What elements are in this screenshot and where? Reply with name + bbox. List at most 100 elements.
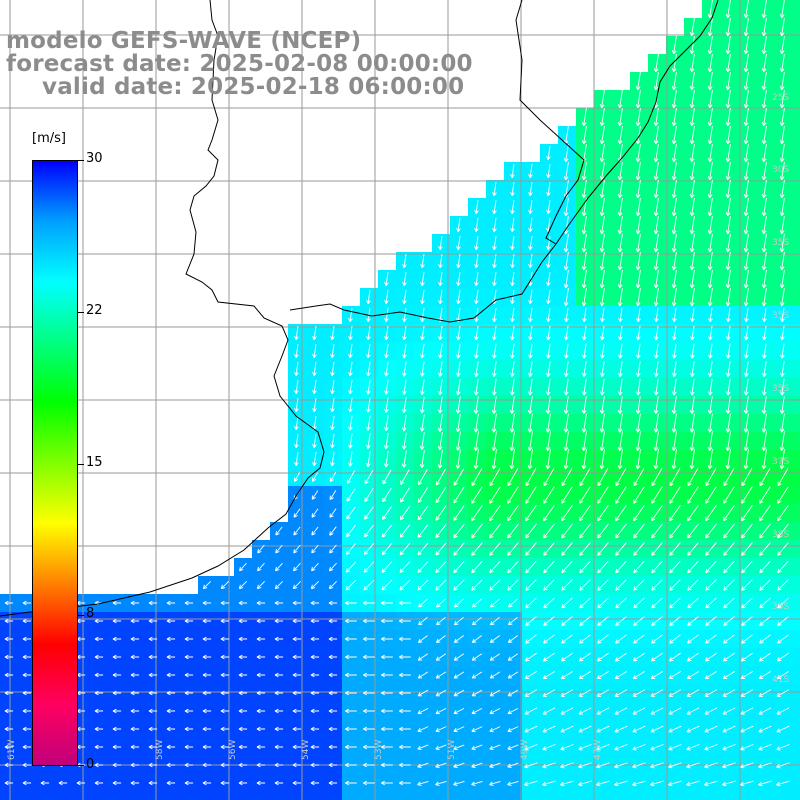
wind-arrow bbox=[632, 707, 646, 715]
wind-arrow bbox=[582, 325, 587, 341]
wind-arrow bbox=[672, 361, 677, 377]
wind-arrow bbox=[545, 431, 551, 451]
wind-arrow bbox=[238, 654, 248, 660]
wind-arrow bbox=[528, 308, 533, 323]
wind-cell bbox=[792, 0, 800, 19]
wind-arrow bbox=[473, 378, 479, 396]
wind-arrow bbox=[597, 504, 609, 522]
wind-arrow bbox=[653, 413, 659, 433]
wind-arrow bbox=[380, 618, 393, 624]
wind-arrow bbox=[184, 636, 194, 642]
wind-arrow bbox=[417, 671, 429, 679]
wind-arrow bbox=[740, 780, 754, 787]
wind-arrow bbox=[780, 361, 785, 377]
wind-arrow bbox=[689, 233, 695, 253]
wind-cell bbox=[792, 612, 800, 631]
wind-arrow bbox=[492, 308, 497, 323]
wind-arrow bbox=[579, 597, 591, 609]
wind-arrow bbox=[330, 380, 335, 395]
wind-arrow bbox=[705, 579, 717, 591]
wind-arrow bbox=[635, 251, 641, 271]
wind-arrow bbox=[599, 108, 605, 127]
wind-cell bbox=[792, 18, 800, 37]
wind-arrow bbox=[401, 414, 407, 432]
wind-arrow bbox=[417, 689, 429, 697]
wind-arrow bbox=[633, 486, 645, 504]
wind-arrow bbox=[762, 325, 767, 341]
wind-arrow bbox=[545, 378, 551, 396]
wind-arrow bbox=[762, 361, 767, 377]
wind-arrow bbox=[744, 361, 749, 377]
wind-cell bbox=[792, 234, 800, 253]
wind-arrow bbox=[507, 653, 519, 661]
wind-arrow bbox=[398, 744, 411, 750]
wind-arrow bbox=[166, 762, 176, 768]
wind-arrow bbox=[384, 308, 389, 323]
wind-arrow bbox=[741, 579, 753, 591]
wind-arrow bbox=[310, 636, 320, 642]
wind-arrow bbox=[328, 600, 338, 606]
wind-arrow bbox=[726, 308, 731, 323]
wind-arrow bbox=[330, 362, 335, 377]
wind-cell bbox=[54, 792, 73, 800]
wind-arrow bbox=[707, 413, 713, 433]
wind-arrow bbox=[438, 361, 443, 377]
wind-arrow bbox=[507, 671, 519, 679]
wind-arrow bbox=[384, 272, 389, 287]
wind-arrow bbox=[202, 580, 212, 590]
wind-arrow bbox=[653, 198, 659, 217]
wind-arrow bbox=[542, 744, 556, 751]
wind-arrow bbox=[761, 108, 767, 127]
wind-arrow bbox=[328, 726, 338, 732]
wind-cell bbox=[792, 378, 800, 397]
wind-arrow bbox=[380, 780, 393, 786]
wind-arrow bbox=[417, 707, 429, 715]
wind-arrow bbox=[292, 726, 302, 732]
wind-arrow bbox=[238, 690, 248, 696]
wind-arrow bbox=[166, 780, 176, 786]
wind-arrow bbox=[330, 398, 335, 413]
wind-cell bbox=[792, 414, 800, 433]
wind-cell bbox=[90, 792, 109, 800]
wind-arrow bbox=[507, 467, 519, 487]
wind-cell bbox=[774, 792, 793, 800]
wind-arrow bbox=[528, 182, 533, 197]
wind-arrow bbox=[220, 744, 230, 750]
wind-arrow bbox=[654, 325, 659, 341]
wind-arrow bbox=[689, 413, 695, 433]
wind-cell bbox=[792, 702, 800, 721]
wind-arrow bbox=[635, 180, 641, 199]
wind-arrow bbox=[654, 308, 659, 323]
wind-arrow bbox=[507, 744, 519, 751]
wind-arrow bbox=[492, 200, 497, 215]
wind-arrow bbox=[453, 780, 465, 786]
wind-arrows bbox=[4, 0, 790, 787]
wind-arrow bbox=[474, 290, 479, 305]
wind-arrow bbox=[417, 561, 429, 573]
wind-arrow bbox=[579, 486, 591, 504]
wind-arrow bbox=[220, 654, 230, 660]
wind-arrow bbox=[256, 636, 266, 642]
wind-arrow bbox=[292, 654, 302, 660]
wind-arrow bbox=[744, 325, 749, 341]
wind-arrow bbox=[704, 780, 718, 787]
wind-arrow bbox=[489, 523, 501, 539]
wind-arrow bbox=[383, 432, 389, 450]
wind-arrow bbox=[725, 54, 731, 73]
wind-arrow bbox=[779, 251, 785, 271]
wind-arrow bbox=[525, 560, 537, 574]
wind-arrow bbox=[366, 379, 371, 395]
wind-arrow bbox=[579, 560, 591, 574]
wind-arrow bbox=[329, 544, 337, 554]
wind-arrow bbox=[743, 90, 749, 109]
wind-arrow bbox=[651, 616, 663, 626]
wind-arrow bbox=[653, 396, 659, 414]
wind-arrow bbox=[311, 508, 319, 518]
wind-arrow bbox=[510, 361, 515, 377]
wind-cell bbox=[792, 630, 800, 649]
wind-arrow bbox=[672, 308, 677, 323]
wind-arrow bbox=[220, 636, 230, 642]
wind-arrow bbox=[545, 396, 551, 414]
wind-arrow bbox=[348, 361, 353, 377]
wind-arrow bbox=[704, 707, 718, 715]
